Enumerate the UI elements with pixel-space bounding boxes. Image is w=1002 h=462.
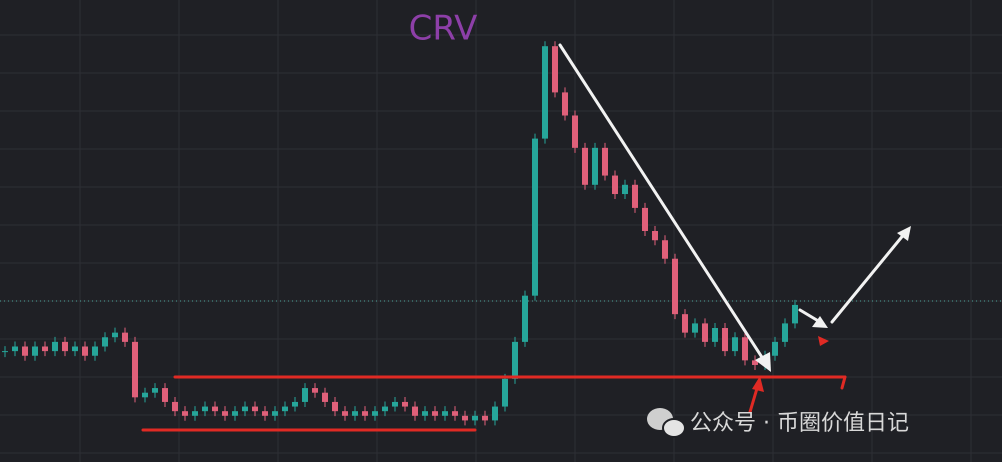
watermark: 公众号 · 币圈价值日记	[690, 411, 909, 436]
candle-body	[92, 346, 98, 356]
candle-body	[532, 138, 538, 296]
candle-body	[502, 378, 508, 407]
candle-body	[362, 411, 368, 416]
candle-body	[162, 388, 168, 402]
candle-body	[372, 411, 378, 416]
arrow-head	[812, 316, 828, 328]
candle-body	[122, 332, 128, 342]
candle-body	[62, 341, 68, 352]
candle-body	[352, 411, 358, 416]
candle-body	[632, 184, 638, 208]
candle-body	[642, 207, 648, 231]
candle-body	[112, 332, 118, 338]
candle-body	[32, 346, 38, 356]
candle-body	[492, 406, 498, 421]
candle-body	[182, 411, 188, 416]
candle-body	[442, 411, 448, 416]
candle-body	[692, 323, 698, 333]
candle-body	[192, 411, 198, 416]
candle-body	[172, 401, 178, 412]
candle-body	[732, 337, 738, 352]
candle-body	[272, 411, 278, 416]
candle-body	[722, 328, 728, 352]
candle-body	[422, 411, 428, 416]
candle-body	[782, 323, 788, 342]
candle-body	[2, 351, 8, 353]
candle-body	[42, 346, 48, 352]
annotations	[141, 43, 911, 432]
candle-body	[452, 411, 458, 416]
candle-body	[12, 346, 18, 352]
arrow-head	[897, 226, 911, 241]
candle-body	[742, 337, 748, 361]
candle-body	[432, 411, 438, 416]
candle-body	[472, 415, 478, 421]
candle-body	[382, 406, 388, 412]
candle-body	[322, 392, 328, 402]
candle-body	[402, 401, 408, 407]
candle-body	[622, 184, 628, 195]
candle-body	[392, 401, 398, 407]
candle-body	[702, 323, 708, 342]
candle-body	[612, 175, 618, 195]
candle-body	[572, 115, 578, 148]
watermark-icon	[647, 408, 686, 438]
support-line	[840, 375, 847, 390]
candle-body	[552, 46, 558, 93]
candle-body	[542, 46, 548, 139]
candle-body	[72, 346, 78, 352]
arrow	[798, 308, 822, 324]
candle-body	[412, 406, 418, 416]
candle-body	[662, 240, 668, 259]
candles	[2, 41, 798, 426]
chart-title: CRV	[409, 9, 478, 49]
candle-body	[302, 388, 308, 402]
candle-body	[212, 406, 218, 412]
candle-body	[512, 341, 518, 379]
candle-body	[602, 147, 608, 176]
candle-body	[82, 346, 88, 356]
candle-body	[332, 401, 338, 412]
candle-body	[562, 92, 568, 116]
candle-body	[582, 147, 588, 185]
candle-body	[222, 411, 228, 416]
candle-body	[342, 411, 348, 416]
candle-body	[682, 314, 688, 333]
candle-body	[142, 392, 148, 398]
candle-body	[462, 415, 468, 421]
candle-body	[592, 147, 598, 185]
candle-body	[242, 406, 248, 412]
candle-body	[792, 304, 798, 324]
candle-body	[202, 406, 208, 412]
candle-body	[482, 415, 488, 421]
candle-body	[772, 341, 778, 356]
candle-body	[102, 337, 108, 347]
arrow	[830, 231, 907, 324]
candle-body	[652, 231, 658, 241]
candle-body	[752, 360, 758, 365]
candle-body	[22, 346, 28, 356]
arrow-head	[752, 376, 764, 392]
candle-body	[282, 406, 288, 412]
candle-body	[232, 411, 238, 416]
candle-body	[52, 341, 58, 352]
arrow	[558, 43, 767, 364]
candle-body	[522, 295, 528, 342]
candle-body	[672, 258, 678, 315]
candle-body	[292, 401, 298, 407]
arrow-head	[818, 336, 829, 346]
candle-body	[132, 341, 138, 398]
candle-body	[152, 388, 158, 393]
candle-body	[252, 406, 258, 412]
candle-body	[712, 328, 718, 342]
candle-body	[262, 411, 268, 416]
candle-body	[312, 388, 318, 393]
arrow-head	[755, 352, 771, 372]
